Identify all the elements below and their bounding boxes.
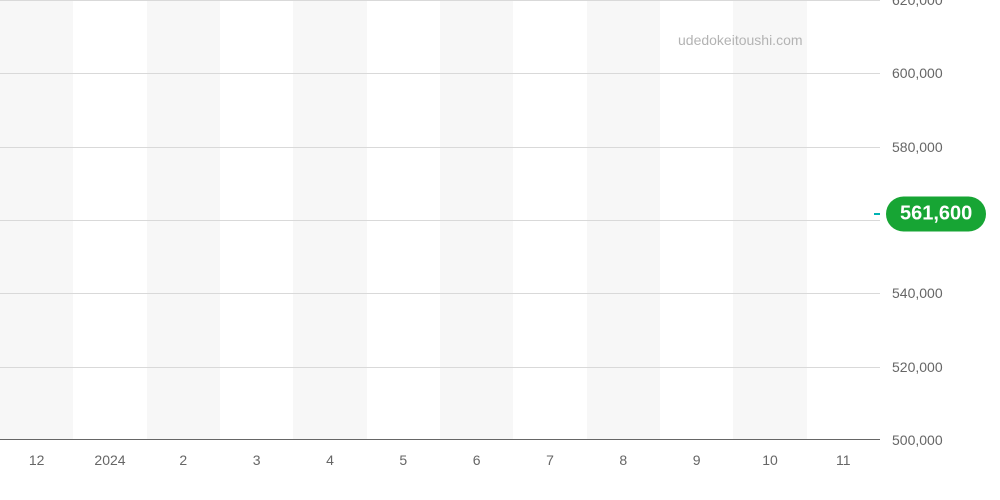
gridline <box>0 220 880 221</box>
watermark-text: udedokeitoushi.com <box>678 32 803 48</box>
price-chart: 500,000520,000540,000560,000580,000600,0… <box>0 0 1000 500</box>
y-tick-label: 580,000 <box>892 139 943 155</box>
x-tick-label: 8 <box>619 452 627 468</box>
x-tick-label: 7 <box>546 452 554 468</box>
x-tick-label: 9 <box>693 452 701 468</box>
x-tick-label: 12 <box>29 452 45 468</box>
x-tick-label: 3 <box>253 452 261 468</box>
gridline <box>0 0 880 1</box>
x-tick-label: 10 <box>762 452 778 468</box>
y-tick-label: 500,000 <box>892 432 943 448</box>
current-value-callout: 561,600 <box>886 197 986 232</box>
gridline <box>0 367 880 368</box>
x-tick-label: 2024 <box>94 452 125 468</box>
x-tick-label: 6 <box>473 452 481 468</box>
current-value-text: 561,600 <box>900 203 972 225</box>
y-tick-label: 540,000 <box>892 285 943 301</box>
data-point-tick <box>874 213 880 215</box>
gridline <box>0 147 880 148</box>
plot-area <box>0 0 880 440</box>
y-tick-label: 600,000 <box>892 65 943 81</box>
x-tick-label: 2 <box>179 452 187 468</box>
x-tick-label: 5 <box>399 452 407 468</box>
x-tick-label: 4 <box>326 452 334 468</box>
gridline <box>0 293 880 294</box>
x-tick-label: 11 <box>836 452 851 468</box>
x-axis-line <box>0 439 880 440</box>
y-tick-label: 620,000 <box>892 0 943 8</box>
gridline <box>0 73 880 74</box>
y-tick-label: 520,000 <box>892 359 943 375</box>
